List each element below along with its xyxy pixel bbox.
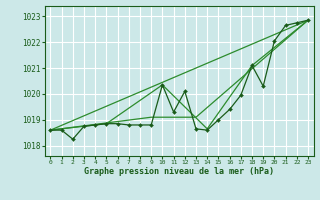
X-axis label: Graphe pression niveau de la mer (hPa): Graphe pression niveau de la mer (hPa)	[84, 167, 274, 176]
